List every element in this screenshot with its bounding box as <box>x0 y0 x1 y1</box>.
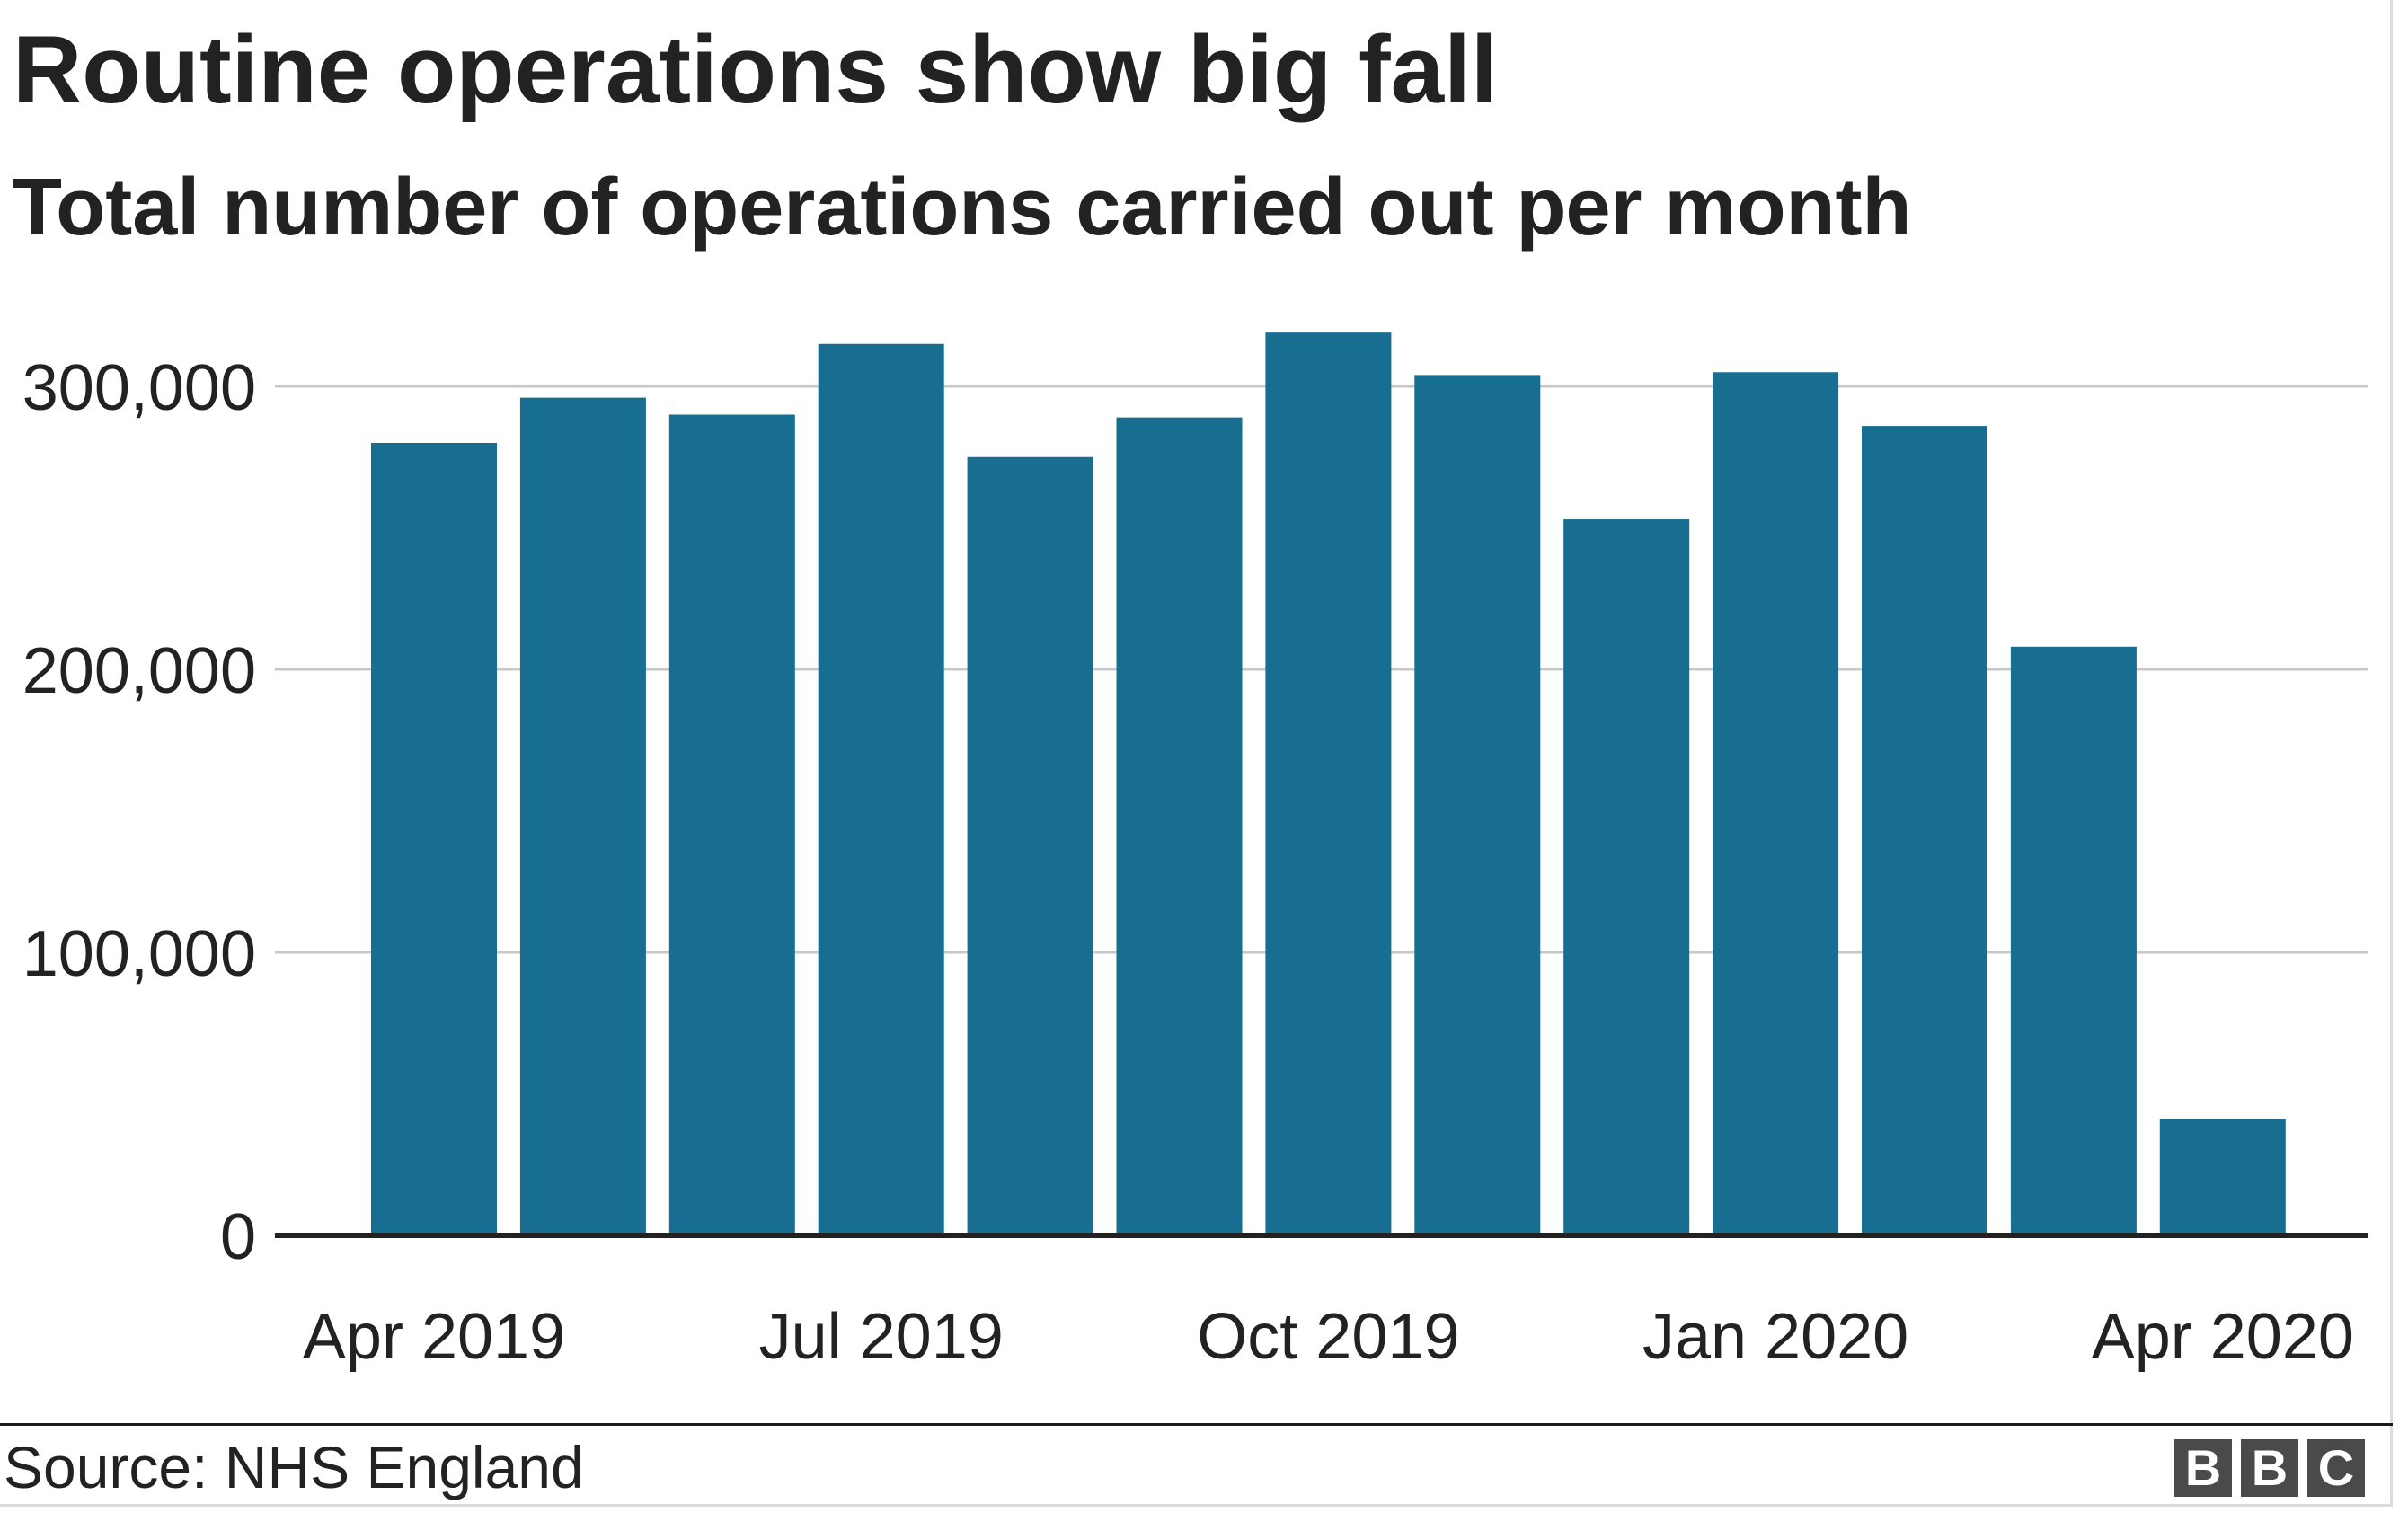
chart-title: Routine operations show big fall <box>13 15 1498 123</box>
bar <box>1713 372 1839 1235</box>
bar <box>519 397 646 1236</box>
logo-letter: B <box>2174 1439 2232 1497</box>
chart-subtitle: Total number of operations carried out p… <box>13 163 1912 252</box>
y-tick-label: 100,000 <box>22 918 256 990</box>
bar <box>1414 375 1541 1235</box>
source-note: Source: NHS England <box>4 1434 584 1500</box>
bar <box>1862 426 1987 1236</box>
bar <box>1116 417 1243 1235</box>
logo-letter: C <box>2307 1439 2365 1497</box>
y-tick-label: 0 <box>220 1201 256 1273</box>
bar <box>1563 519 1690 1235</box>
x-tick-label: Apr 2019 <box>303 1301 565 1373</box>
y-tick-label: 200,000 <box>22 635 256 707</box>
bar <box>2010 646 2137 1235</box>
bbc-logo: B B C <box>2174 1439 2365 1497</box>
logo-letter: B <box>2241 1439 2298 1497</box>
footer-divider <box>0 1423 2393 1426</box>
x-tick-label: Jan 2020 <box>1642 1301 1908 1373</box>
bar <box>2159 1119 2286 1235</box>
bar <box>1265 332 1392 1235</box>
y-tick-label: 300,000 <box>22 352 256 424</box>
x-tick-label: Jul 2019 <box>759 1301 1004 1373</box>
bar <box>371 443 497 1235</box>
bar <box>818 343 944 1235</box>
bar <box>967 456 1093 1235</box>
x-tick-label: Apr 2020 <box>2092 1301 2354 1373</box>
bar <box>668 414 795 1235</box>
x-tick-label: Oct 2019 <box>1197 1301 1459 1373</box>
